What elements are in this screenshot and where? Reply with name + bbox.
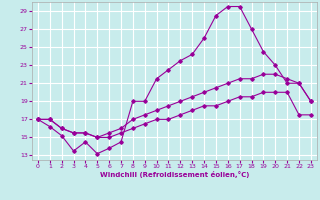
X-axis label: Windchill (Refroidissement éolien,°C): Windchill (Refroidissement éolien,°C) (100, 171, 249, 178)
